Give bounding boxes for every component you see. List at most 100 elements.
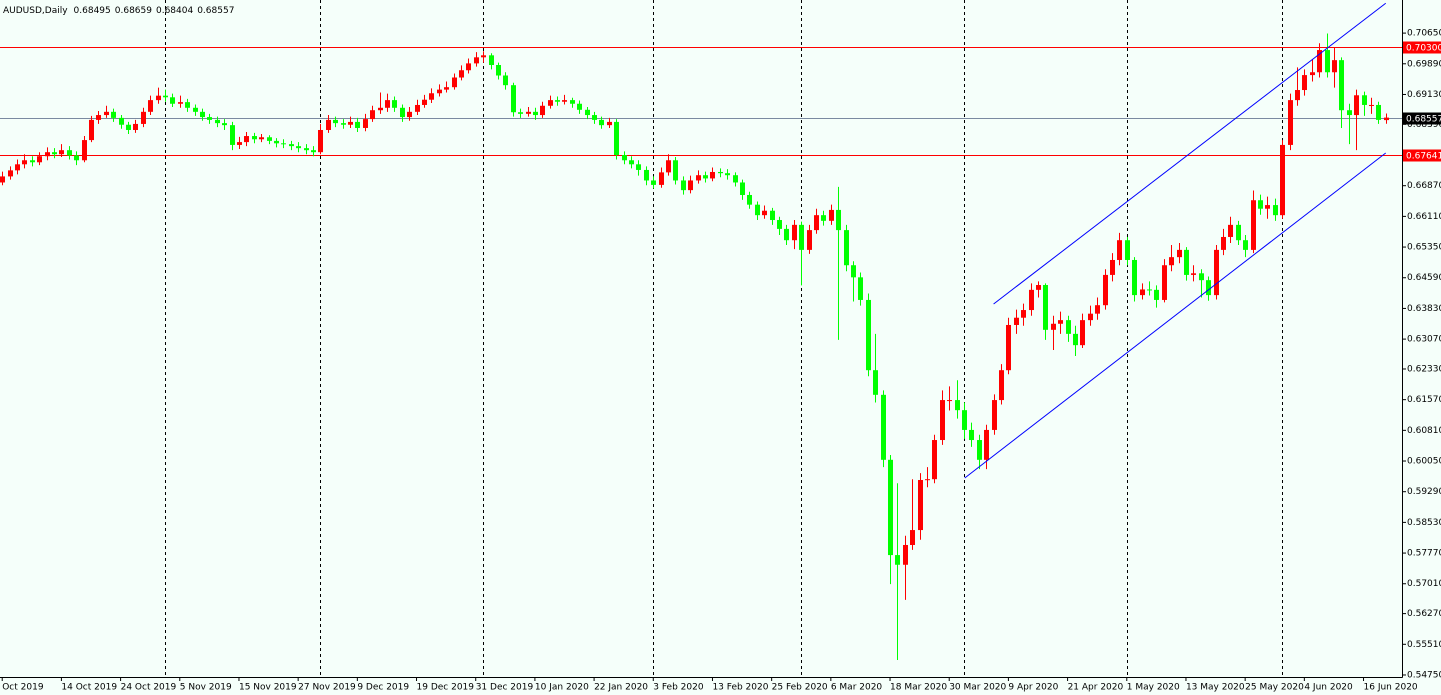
candle-body [311,150,316,153]
y-tick-label: 0.65350 [1407,243,1441,253]
candle-body [688,180,693,191]
candle-body [407,111,412,118]
x-tick-label: 16 Jun 2020 [1364,683,1418,693]
candle-body [725,173,730,176]
y-tick-label: 0.64590 [1407,273,1441,283]
y-tick-label: 0.66870 [1407,181,1441,191]
candle-body [651,180,656,185]
candle-body [718,171,723,174]
candle-body [836,209,841,231]
candle-body [82,140,87,161]
x-tick-label: 9 Apr 2020 [1008,683,1058,693]
x-tick-label: 24 Oct 2019 [121,683,177,693]
candle-body [474,57,479,64]
channel-line [993,2,1387,305]
candle-body [185,102,190,108]
candle-body [178,102,183,104]
candle-body [444,87,449,90]
candle-body [119,117,124,125]
candle-body [1006,324,1011,371]
candle-body [1014,317,1019,325]
candle-body [1332,60,1337,73]
candle-body [762,210,767,216]
y-tick-label: 0.69130 [1407,90,1441,100]
candle-body [1288,100,1293,145]
candle-body [392,100,397,108]
x-tick-label: 1 May 2020 [1127,683,1180,693]
x-tick-label: 25 May 2020 [1245,683,1304,693]
y-tick-label: 0.59290 [1407,487,1441,497]
x-tick-label: Oct 2019 [2,683,44,693]
candle-body [814,215,819,231]
candle-body [1021,310,1026,318]
candle-body [59,150,64,155]
candle-body [400,107,405,118]
candle-body [1029,289,1034,311]
candle-body [207,117,212,120]
candle-body [1125,240,1130,260]
candle-body [1258,200,1263,209]
candle-body [1339,60,1344,111]
candle-body [710,171,715,179]
candle-body [126,124,131,130]
y-tick-label: 0.62330 [1407,364,1441,374]
candle-body [1384,117,1389,121]
candle-body [977,440,982,460]
candle-body [1347,110,1352,116]
candle-body [644,169,649,181]
chart-header: AUDUSD,Daily 0.68495 0.68659 0.68404 0.68557 [3,6,234,16]
candle-body [681,180,686,191]
candle-body [962,410,967,430]
candle-body [1058,320,1063,324]
open-price: 0.68495 [74,6,111,16]
candle-body [1073,333,1078,346]
candle-body [1214,249,1219,296]
price-label: 0.68557 [1406,115,1441,125]
candle-body [503,75,508,86]
candle-body [318,129,323,153]
candle-body [1132,259,1137,296]
candle-body [1236,224,1241,241]
candle-body [370,110,375,120]
y-tick-label: 0.66110 [1407,212,1441,222]
candle-body [1325,50,1330,73]
low-price: 0.68404 [156,6,193,16]
x-tick-label: 9 Dec 2019 [357,683,409,693]
candle-body [74,155,79,161]
y-tick-label: 0.60050 [1407,457,1441,467]
candle-body [1154,289,1159,300]
candle-body [1221,236,1226,250]
candle-body [1066,320,1071,334]
candle-body [193,107,198,112]
candle-body [599,119,604,126]
candle-body [459,70,464,78]
candle-body [659,172,664,185]
candle-body [1199,273,1204,281]
candle-body [992,400,997,430]
candle-body [1310,72,1315,76]
candle-body [15,164,20,171]
candle-body [133,123,138,130]
candle-body [289,144,294,147]
y-tick-label: 0.57770 [1407,549,1441,559]
y-tick-label: 0.63070 [1407,335,1441,345]
candle-body [363,119,368,128]
candle-body [1110,259,1115,275]
candle-body [378,107,383,111]
y-tick-label: 0.56270 [1407,609,1441,619]
candle-body [570,100,575,104]
candle-body [1228,224,1233,237]
candle-body [8,170,13,177]
candle-body [1354,95,1359,116]
candle-body [37,156,42,163]
candle-body [925,479,930,481]
candle-body [895,555,900,565]
symbol: AUDUSD,Daily [3,6,68,16]
candle-body [1362,95,1367,105]
candle-body [274,140,279,144]
candle-body [747,194,752,205]
x-tick-label: 18 Mar 2020 [890,683,947,693]
candle-body [873,370,878,395]
candle-body [45,152,50,157]
